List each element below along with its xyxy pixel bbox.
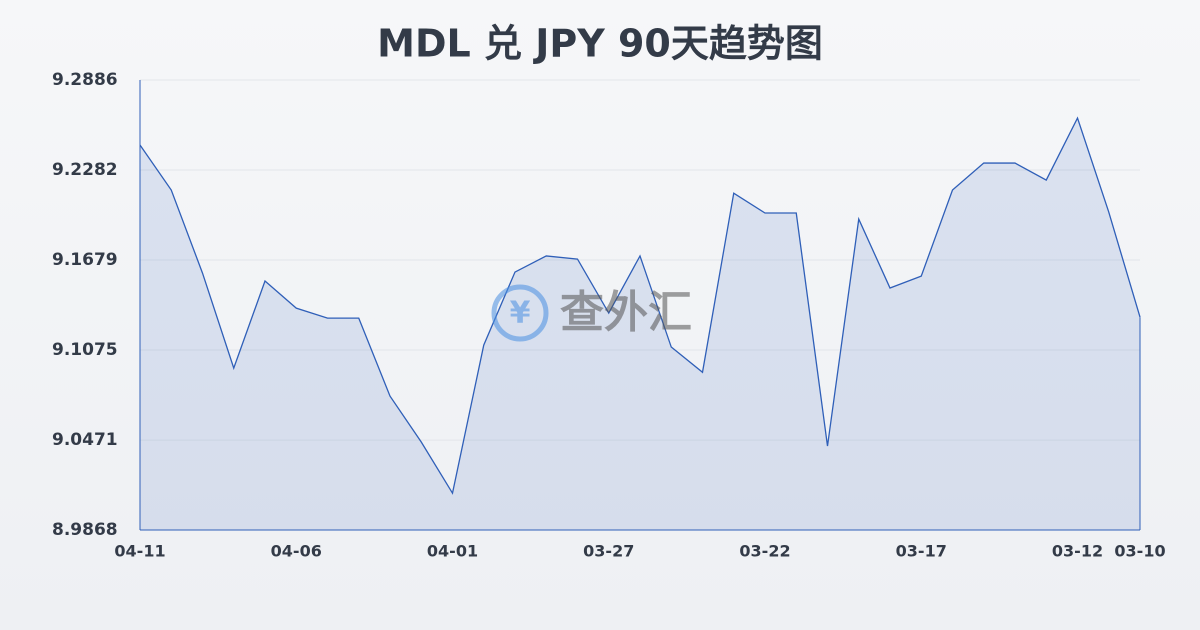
y-tick-label: 9.2282 [52,160,118,180]
x-tick-label: 03-27 [583,542,634,561]
x-tick-label: 04-06 [271,542,322,561]
watermark: ¥ 查外汇 [491,284,692,342]
x-tick-label: 04-11 [114,542,165,561]
x-tick-label: 03-12 [1052,542,1103,561]
y-tick-label: 9.0471 [52,430,118,450]
plot: 8.9868 9.0471 9.1075 9.1679 9.2282 9.2886 04-1… [52,70,1166,561]
y-tick-label: 8.9868 [52,520,118,540]
x-tick-label: 03-17 [896,542,947,561]
watermark-icon [491,284,549,342]
y-tick-label: 9.1679 [52,250,118,270]
x-tick-label: 03-10 [1114,542,1165,561]
watermark-text: 查外汇 [560,287,692,338]
y-tick-label: 9.2886 [52,70,118,90]
watermark-icon-symbol: ¥ [510,296,531,331]
line [139,116,1141,495]
chart-title: MDL 兑 JPY 90天趋势图 [377,22,823,66]
area [140,118,1140,531]
x-tick-label: 03-22 [739,542,790,561]
x-tick-label: 04-01 [427,542,478,561]
y-tick-label: 9.1075 [52,340,118,360]
